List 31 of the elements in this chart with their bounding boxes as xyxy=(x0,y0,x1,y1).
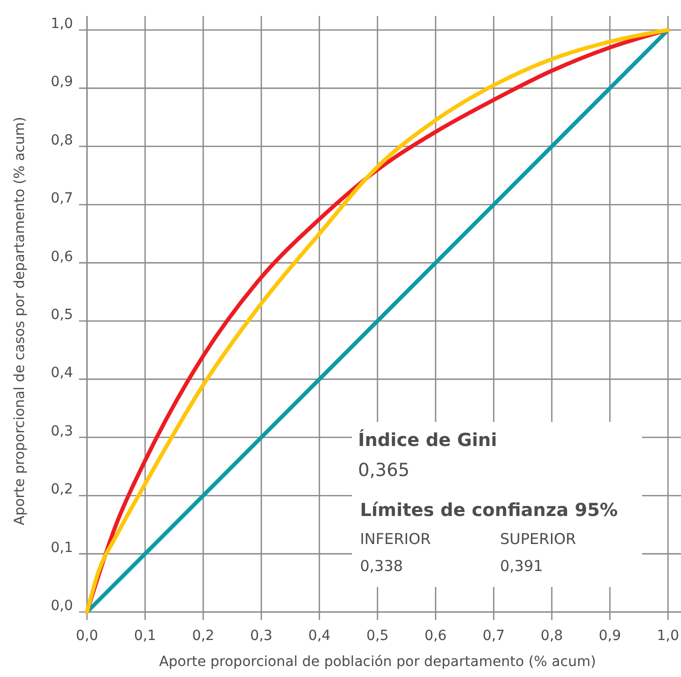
y-tick-label: 0,4 xyxy=(50,365,74,382)
y-tick-label: 1,0 xyxy=(50,16,73,32)
y-axis-title: Aporte proporcional de casos por departamento (% acum) xyxy=(12,116,28,526)
x-tick-label: 0,4 xyxy=(308,628,331,644)
y-tick-label: 0,0 xyxy=(50,598,73,614)
annotation: SUPERIOR xyxy=(500,530,576,548)
y-tick-label: 0,9 xyxy=(50,74,73,90)
annotation: Índice de Gini xyxy=(358,429,497,451)
x-tick-label: 0,6 xyxy=(424,628,447,644)
y-tick-label: 0,2 xyxy=(50,482,73,498)
x-tick-label: 0,0 xyxy=(76,628,98,644)
y-tick-label: 0,5 xyxy=(50,307,73,323)
annotation: 0,365 xyxy=(358,460,410,481)
x-tick-label: 0,3 xyxy=(250,628,272,644)
y-tick-label: 0,3 xyxy=(50,423,73,440)
annotation: 0,391 xyxy=(500,557,543,575)
y-tick-label: 0,7 xyxy=(50,190,73,207)
x-axis-title: Aporte proporcional de población por departamento (% acum) xyxy=(159,654,596,670)
x-tick-label: 0,9 xyxy=(598,628,622,644)
x-tick-label: 1,0 xyxy=(656,628,680,644)
x-tick-label: 0,2 xyxy=(192,628,214,644)
y-tick-label: 0,8 xyxy=(50,132,73,148)
y-tick-label: 0,1 xyxy=(50,540,73,556)
x-tick-label: 0,5 xyxy=(366,628,389,644)
annotation: Límites de confianza 95% xyxy=(360,500,618,521)
x-tick-label: 0,1 xyxy=(134,628,156,644)
y-tick-label: 0,6 xyxy=(50,248,74,265)
annotation: INFERIOR xyxy=(360,530,431,548)
x-tick-label: 0,7 xyxy=(482,628,505,644)
annotation: 0,338 xyxy=(360,557,403,575)
x-tick-label: 0,8 xyxy=(540,628,563,644)
